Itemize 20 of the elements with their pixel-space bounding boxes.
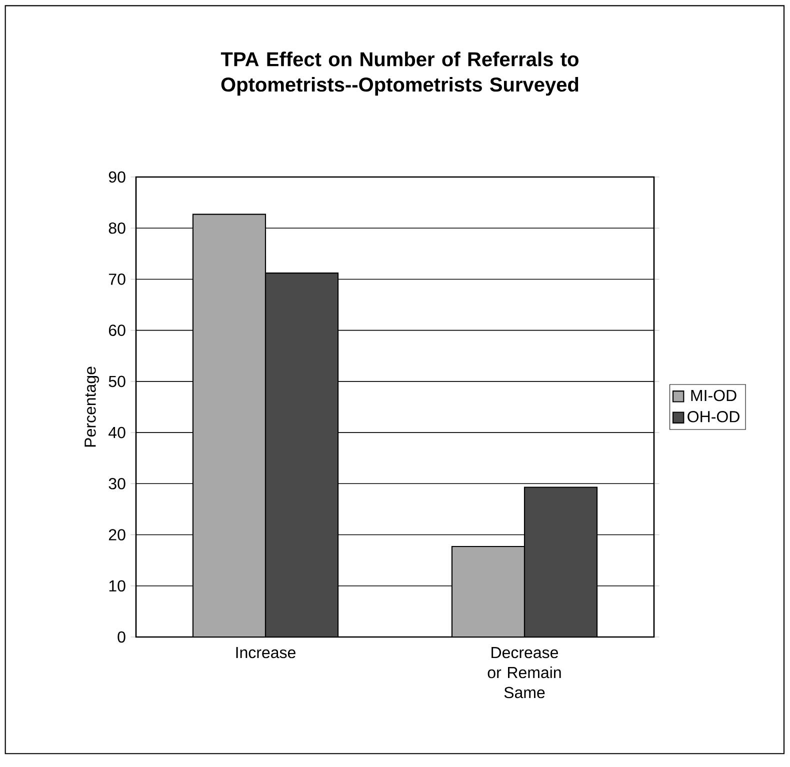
chart-title: TPA Effect on Number of Referrals to Optometrists--Optometrists Surveyed bbox=[220, 52, 578, 96]
x-tick-label: Increase bbox=[236, 647, 296, 658]
bar bbox=[264, 272, 339, 637]
x-tick-label: Decrease or Remain Same bbox=[488, 647, 561, 698]
bar bbox=[524, 486, 598, 637]
y-tick-label: 20 bbox=[108, 529, 126, 540]
bar bbox=[192, 214, 266, 637]
y-tick-label: 70 bbox=[108, 274, 126, 285]
y-tick-label: 0 bbox=[118, 631, 126, 643]
y-tick-label: 80 bbox=[108, 222, 126, 234]
legend-label: OH-OD bbox=[688, 410, 740, 422]
y-tick-label: 60 bbox=[108, 324, 126, 336]
y-tick-label: 50 bbox=[108, 376, 126, 388]
y-tick-label: 90 bbox=[108, 171, 126, 183]
y-axis-title: Percentage bbox=[84, 366, 100, 447]
y-tick-label: 10 bbox=[109, 580, 126, 592]
y-tick-label: 30 bbox=[108, 478, 126, 490]
y-tick-label: 40 bbox=[108, 426, 126, 438]
legend-label: MI-OD bbox=[691, 390, 736, 402]
bar bbox=[451, 546, 526, 637]
